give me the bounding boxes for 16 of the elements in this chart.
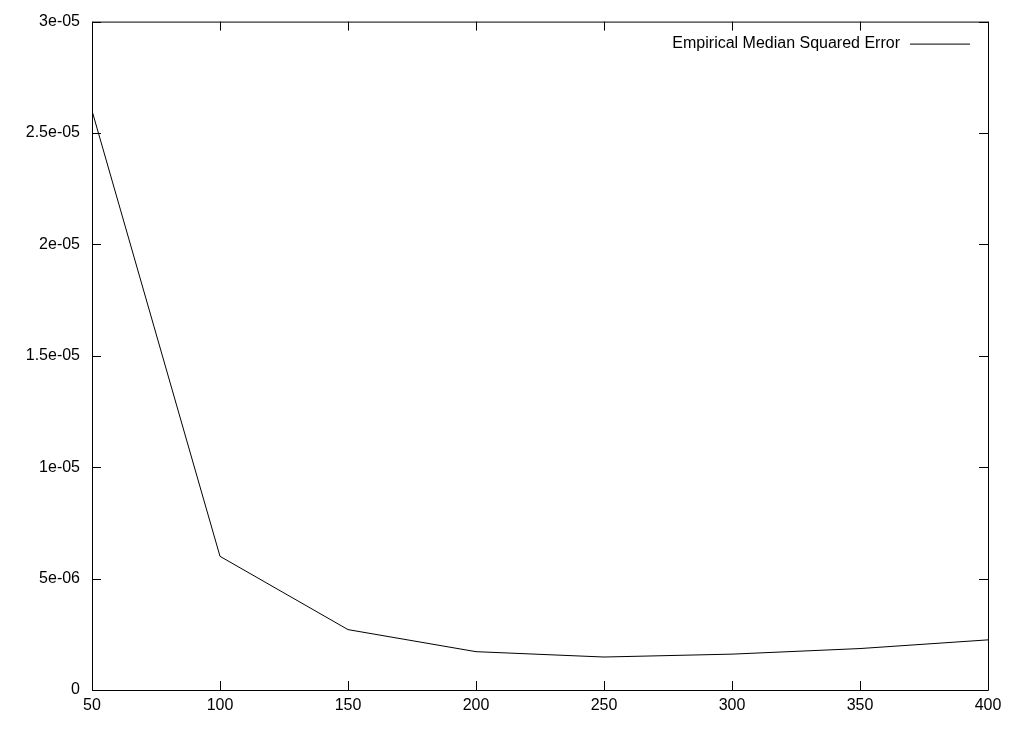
y-tick-label: 5e-06 — [39, 569, 81, 587]
legend-label: Empirical Median Squared Error — [672, 34, 901, 52]
x-tick-label: 350 — [846, 696, 874, 714]
x-tick-label: 400 — [974, 696, 1002, 714]
y-tick-label: 3e-05 — [39, 12, 81, 30]
x-tick-label: 150 — [334, 696, 362, 714]
x-tick-label: 100 — [206, 696, 234, 714]
y-tick-label: 1.5e-05 — [25, 346, 81, 364]
x-tick-label: 200 — [462, 696, 490, 714]
y-tick-label: 2.5e-05 — [25, 123, 81, 141]
y-tick-label: 2e-05 — [39, 234, 81, 252]
x-tick-label: 250 — [590, 696, 618, 714]
x-tick-label: 300 — [718, 696, 746, 714]
x-tick-label: 50 — [83, 696, 101, 714]
y-tick-label: 1e-05 — [39, 457, 81, 475]
y-tick-label: 0 — [71, 680, 81, 698]
